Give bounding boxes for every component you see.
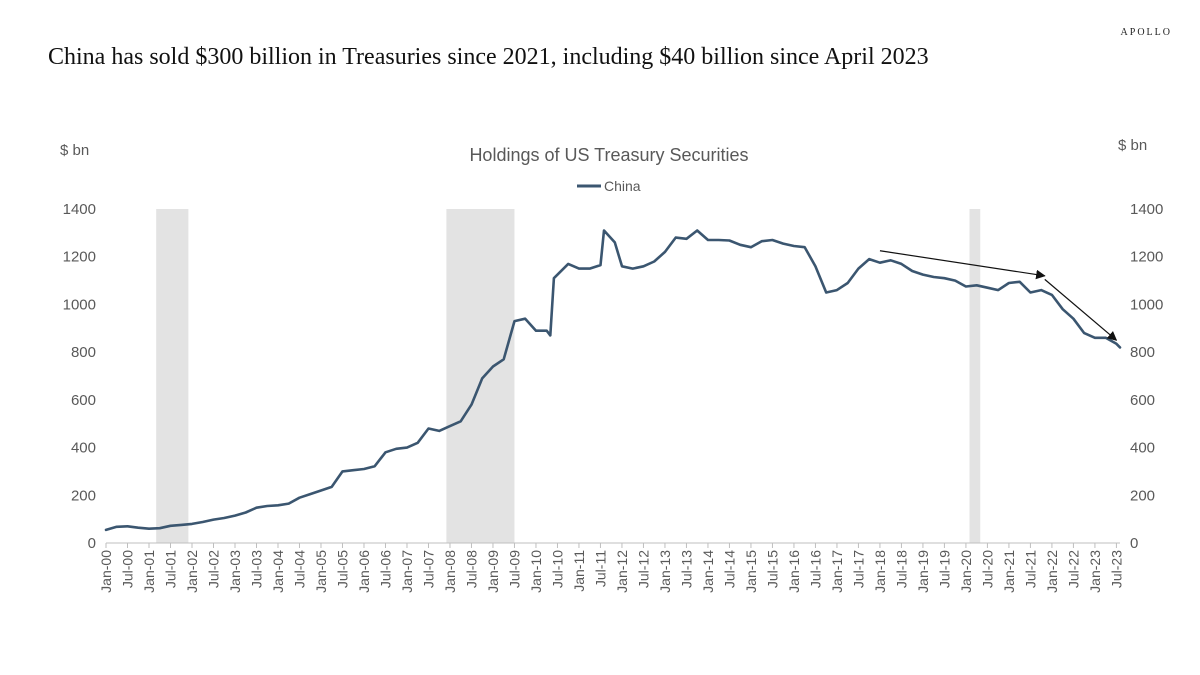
y-tick-left-400: 400 <box>71 440 96 457</box>
x-tick-label-Jan-11: Jan-11 <box>571 550 587 592</box>
x-tick-label-Jan-14: Jan-14 <box>700 550 716 593</box>
x-tick-label-Jul-21: Jul-21 <box>1022 550 1038 588</box>
x-tick-label-Jan-20: Jan-20 <box>958 550 974 593</box>
x-tick-label-Jan-10: Jan-10 <box>528 550 544 593</box>
x-tick-label-Jul-17: Jul-17 <box>850 550 866 588</box>
y-tick-right-1400: 1400 <box>1130 201 1163 218</box>
x-tick-label-Jan-03: Jan-03 <box>227 550 243 593</box>
x-tick-label-Jan-19: Jan-19 <box>915 550 931 593</box>
x-tick-label-Jan-05: Jan-05 <box>313 550 329 593</box>
x-tick-label-Jul-06: Jul-06 <box>377 550 393 588</box>
annotation-arrow-2 <box>1044 278 1118 341</box>
y-tick-right-1200: 1200 <box>1130 249 1163 266</box>
x-tick-label-Jul-15: Jul-15 <box>764 550 780 588</box>
x-tick-label-Jan-02: Jan-02 <box>184 550 200 593</box>
x-tick-label-Jul-12: Jul-12 <box>635 550 651 588</box>
x-tick-label-Jul-13: Jul-13 <box>678 550 694 588</box>
x-tick-label-Jul-08: Jul-08 <box>463 550 479 588</box>
x-tick-label-Jul-11: Jul-11 <box>592 550 608 587</box>
legend-label-china: China <box>604 178 641 194</box>
x-tick-label-Jan-00: Jan-00 <box>98 550 114 593</box>
y-tick-left-1400: 1400 <box>63 201 96 218</box>
x-tick-label-Jan-04: Jan-04 <box>270 550 286 593</box>
recession-band-2 <box>446 209 515 543</box>
annotation-arrow-1 <box>879 250 1046 280</box>
y-tick-right-0: 0 <box>1130 535 1138 552</box>
brand-logo: APOLLO <box>1120 27 1172 38</box>
x-axis: Jan-00 Jul-00 Jan-01 Jul-01 Jan-02 Jul-02 Jan-… <box>98 543 1124 593</box>
legend: China <box>577 178 641 194</box>
y-tick-right-600: 600 <box>1130 392 1155 409</box>
x-tick-label-Jan-23: Jan-23 <box>1087 550 1103 593</box>
y-tick-left-0: 0 <box>88 535 96 552</box>
x-tick-label-Jul-00: Jul-00 <box>119 550 135 588</box>
x-tick-label-Jul-23: Jul-23 <box>1108 550 1124 588</box>
x-tick-label-Jul-04: Jul-04 <box>291 550 307 588</box>
page-headline: China has sold $300 billion in Treasurie… <box>48 44 929 70</box>
annotation-arrows <box>879 250 1118 341</box>
x-tick-label-Jan-12: Jan-12 <box>614 550 630 593</box>
x-tick-label-Jan-07: Jan-07 <box>399 550 415 593</box>
recession-shading-layer <box>156 209 981 543</box>
x-tick-label-Jul-05: Jul-05 <box>334 550 350 588</box>
y-tick-left-200: 200 <box>71 487 96 504</box>
x-tick-label-Jul-19: Jul-19 <box>936 550 952 588</box>
x-tick-label-Jan-06: Jan-06 <box>356 550 372 593</box>
x-tick-label-Jul-16: Jul-16 <box>807 550 823 588</box>
x-tick-label-Jan-01: Jan-01 <box>141 550 157 593</box>
x-tick-label-Jul-10: Jul-10 <box>549 550 565 588</box>
y-unit-left: $ bn <box>60 142 89 159</box>
x-tick-label-Jan-09: Jan-09 <box>485 550 501 593</box>
y-tick-left-1200: 1200 <box>63 249 96 266</box>
y-axis-right: 0 200 400 600 800 1000 1200 1400 <box>1130 201 1163 552</box>
x-tick-label-Jan-15: Jan-15 <box>743 550 759 593</box>
recession-band-1 <box>156 209 189 543</box>
x-tick-label-Jul-14: Jul-14 <box>721 550 737 588</box>
series-layer <box>104 229 1122 532</box>
x-tick-label-Jan-16: Jan-16 <box>786 550 802 593</box>
series-line-china <box>104 229 1122 532</box>
x-tick-label-Jul-09: Jul-09 <box>506 550 522 588</box>
x-tick-label-Jul-01: Jul-01 <box>162 550 178 588</box>
x-tick-label-Jul-20: Jul-20 <box>979 550 995 588</box>
y-tick-left-600: 600 <box>71 392 96 409</box>
x-tick-label-Jan-18: Jan-18 <box>872 550 888 593</box>
y-tick-left-800: 800 <box>71 344 96 361</box>
x-tick-label-Jul-03: Jul-03 <box>248 550 264 588</box>
y-tick-left-1000: 1000 <box>63 296 96 313</box>
x-tick-label-Jan-22: Jan-22 <box>1044 550 1060 593</box>
x-tick-label-Jul-02: Jul-02 <box>205 550 221 588</box>
y-tick-right-800: 800 <box>1130 344 1155 361</box>
y-tick-right-1000: 1000 <box>1130 296 1163 313</box>
x-tick-label-Jul-18: Jul-18 <box>893 550 909 588</box>
y-tick-right-200: 200 <box>1130 487 1155 504</box>
x-tick-label-Jan-08: Jan-08 <box>442 550 458 593</box>
x-tick-label-Jan-13: Jan-13 <box>657 550 673 593</box>
chart-title: Holdings of US Treasury Securities <box>469 145 748 165</box>
x-tick-label-Jan-21: Jan-21 <box>1001 550 1017 593</box>
recession-band-3 <box>969 209 981 543</box>
x-tick-label-Jan-17: Jan-17 <box>829 550 845 593</box>
x-tick-label-Jul-22: Jul-22 <box>1065 550 1081 588</box>
y-unit-right: $ bn <box>1118 137 1147 154</box>
x-tick-label-Jul-07: Jul-07 <box>420 550 436 588</box>
y-tick-right-400: 400 <box>1130 440 1155 457</box>
y-axis-left: 0 200 400 600 800 1000 1200 1400 <box>63 201 96 552</box>
